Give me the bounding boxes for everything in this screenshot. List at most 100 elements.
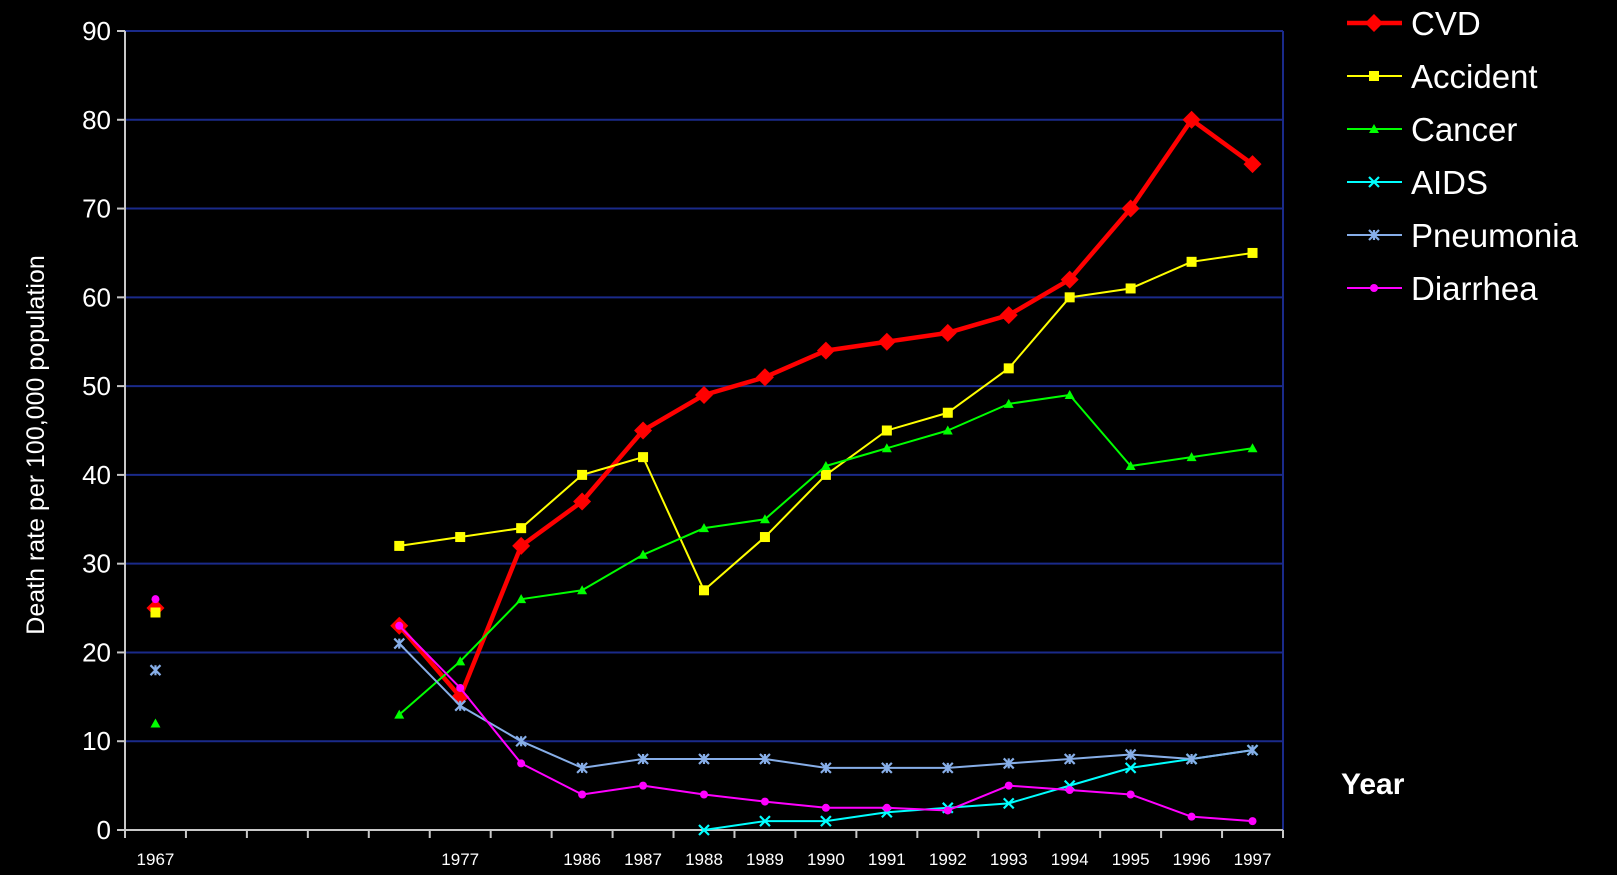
series-segment	[1128, 118, 1194, 210]
data-point	[512, 536, 531, 555]
series-segment	[642, 527, 705, 556]
legend-swatch-marker	[1370, 284, 1378, 292]
x-tick-label: 1967	[137, 850, 175, 869]
legend-swatch-marker	[1365, 14, 1383, 32]
series-segment	[458, 545, 524, 698]
y-tick-label: 70	[82, 194, 111, 224]
series-segment	[520, 474, 583, 529]
data-point	[759, 514, 770, 524]
series-segment	[764, 800, 826, 809]
series-layer	[146, 110, 1262, 836]
legend-item-aids: AIDS	[1347, 164, 1488, 201]
data-point	[698, 753, 710, 765]
series-segment	[886, 330, 949, 344]
x-tick-label: 1995	[1112, 850, 1150, 869]
data-point	[1185, 753, 1198, 765]
y-tick-label: 80	[82, 105, 111, 135]
axes: 0 10 20 30 40 50 60 70 80 90 1967 1977 1986 1987 1988 1…	[82, 16, 1284, 869]
x-tick-label: 1996	[1173, 850, 1211, 869]
data-point	[454, 699, 466, 712]
data-point	[820, 815, 832, 827]
data-point	[877, 332, 896, 351]
legend-swatch-marker	[1368, 229, 1380, 241]
data-point	[578, 790, 587, 799]
data-point	[456, 683, 465, 692]
x-tick-label: 1991	[868, 850, 906, 869]
series-segment	[459, 598, 522, 663]
series-segment	[703, 536, 766, 592]
y-tick-label: 40	[82, 460, 111, 490]
data-point	[394, 709, 405, 719]
legend-item-diarrhea: Diarrhea	[1347, 270, 1538, 307]
legend-label: Accident	[1411, 58, 1538, 95]
series-segment	[1008, 784, 1070, 792]
series-segment	[1067, 207, 1133, 282]
series-segment	[581, 456, 644, 476]
data-point	[1002, 797, 1015, 810]
series-segment	[1191, 749, 1253, 760]
y-tick-label: 30	[82, 549, 111, 579]
legend-swatch-marker	[1369, 71, 1379, 81]
series-segment	[581, 757, 644, 769]
series-segment	[825, 429, 888, 476]
data-point	[639, 781, 648, 790]
series-segment	[825, 339, 888, 353]
data-point	[1121, 199, 1140, 218]
data-point	[881, 762, 893, 774]
legend-swatch-marker	[1368, 176, 1380, 188]
series-segment	[521, 589, 583, 601]
data-point	[516, 523, 527, 534]
data-point	[393, 637, 406, 650]
series-segment	[1130, 260, 1192, 290]
data-point	[942, 407, 953, 418]
x-tick-label: 1992	[929, 850, 967, 869]
data-point	[1186, 256, 1197, 267]
series-segment	[947, 784, 1010, 812]
series-segment	[1007, 277, 1071, 318]
data-point	[150, 607, 161, 618]
legend-label: Pneumonia	[1411, 217, 1579, 254]
legend-item-cvd: CVD	[1347, 5, 1481, 42]
x-tick-label: 1994	[1051, 850, 1089, 869]
series-segment	[459, 704, 522, 743]
data-point	[942, 762, 954, 774]
data-point	[1243, 155, 1262, 174]
data-point	[755, 368, 774, 387]
data-point	[700, 790, 708, 799]
data-point	[634, 421, 653, 440]
data-point	[881, 425, 892, 436]
data-point	[1248, 817, 1257, 826]
series-segment	[1191, 815, 1253, 823]
data-point	[517, 759, 526, 768]
y-tick-label: 20	[82, 637, 111, 667]
series-segment	[1190, 117, 1254, 166]
data-point	[1003, 363, 1014, 374]
data-point	[820, 469, 831, 480]
x-tick-label: 1993	[990, 850, 1028, 869]
data-point	[573, 492, 592, 511]
data-point	[1187, 812, 1196, 821]
data-point	[576, 762, 588, 774]
data-point	[881, 443, 892, 453]
series-segment	[764, 474, 827, 538]
legend-label: AIDS	[1411, 164, 1488, 201]
y-tick-label: 60	[82, 282, 111, 312]
data-point	[151, 595, 160, 604]
data-point	[942, 425, 953, 435]
data-point	[149, 664, 162, 676]
data-point	[820, 762, 832, 774]
x-tick-label: 1997	[1234, 850, 1272, 869]
y-tick-label: 10	[82, 726, 111, 756]
x-tick-label: 1977	[441, 850, 479, 869]
data-point	[455, 532, 466, 543]
gridlines	[125, 30, 1284, 830]
series-segment	[641, 393, 706, 433]
series-diarrhea	[151, 595, 1257, 826]
data-point	[759, 532, 770, 543]
series-segment	[764, 465, 827, 521]
data-point	[1064, 292, 1075, 303]
series-segment	[703, 375, 766, 398]
series-segment	[1130, 757, 1192, 769]
series-segment	[1191, 447, 1253, 459]
